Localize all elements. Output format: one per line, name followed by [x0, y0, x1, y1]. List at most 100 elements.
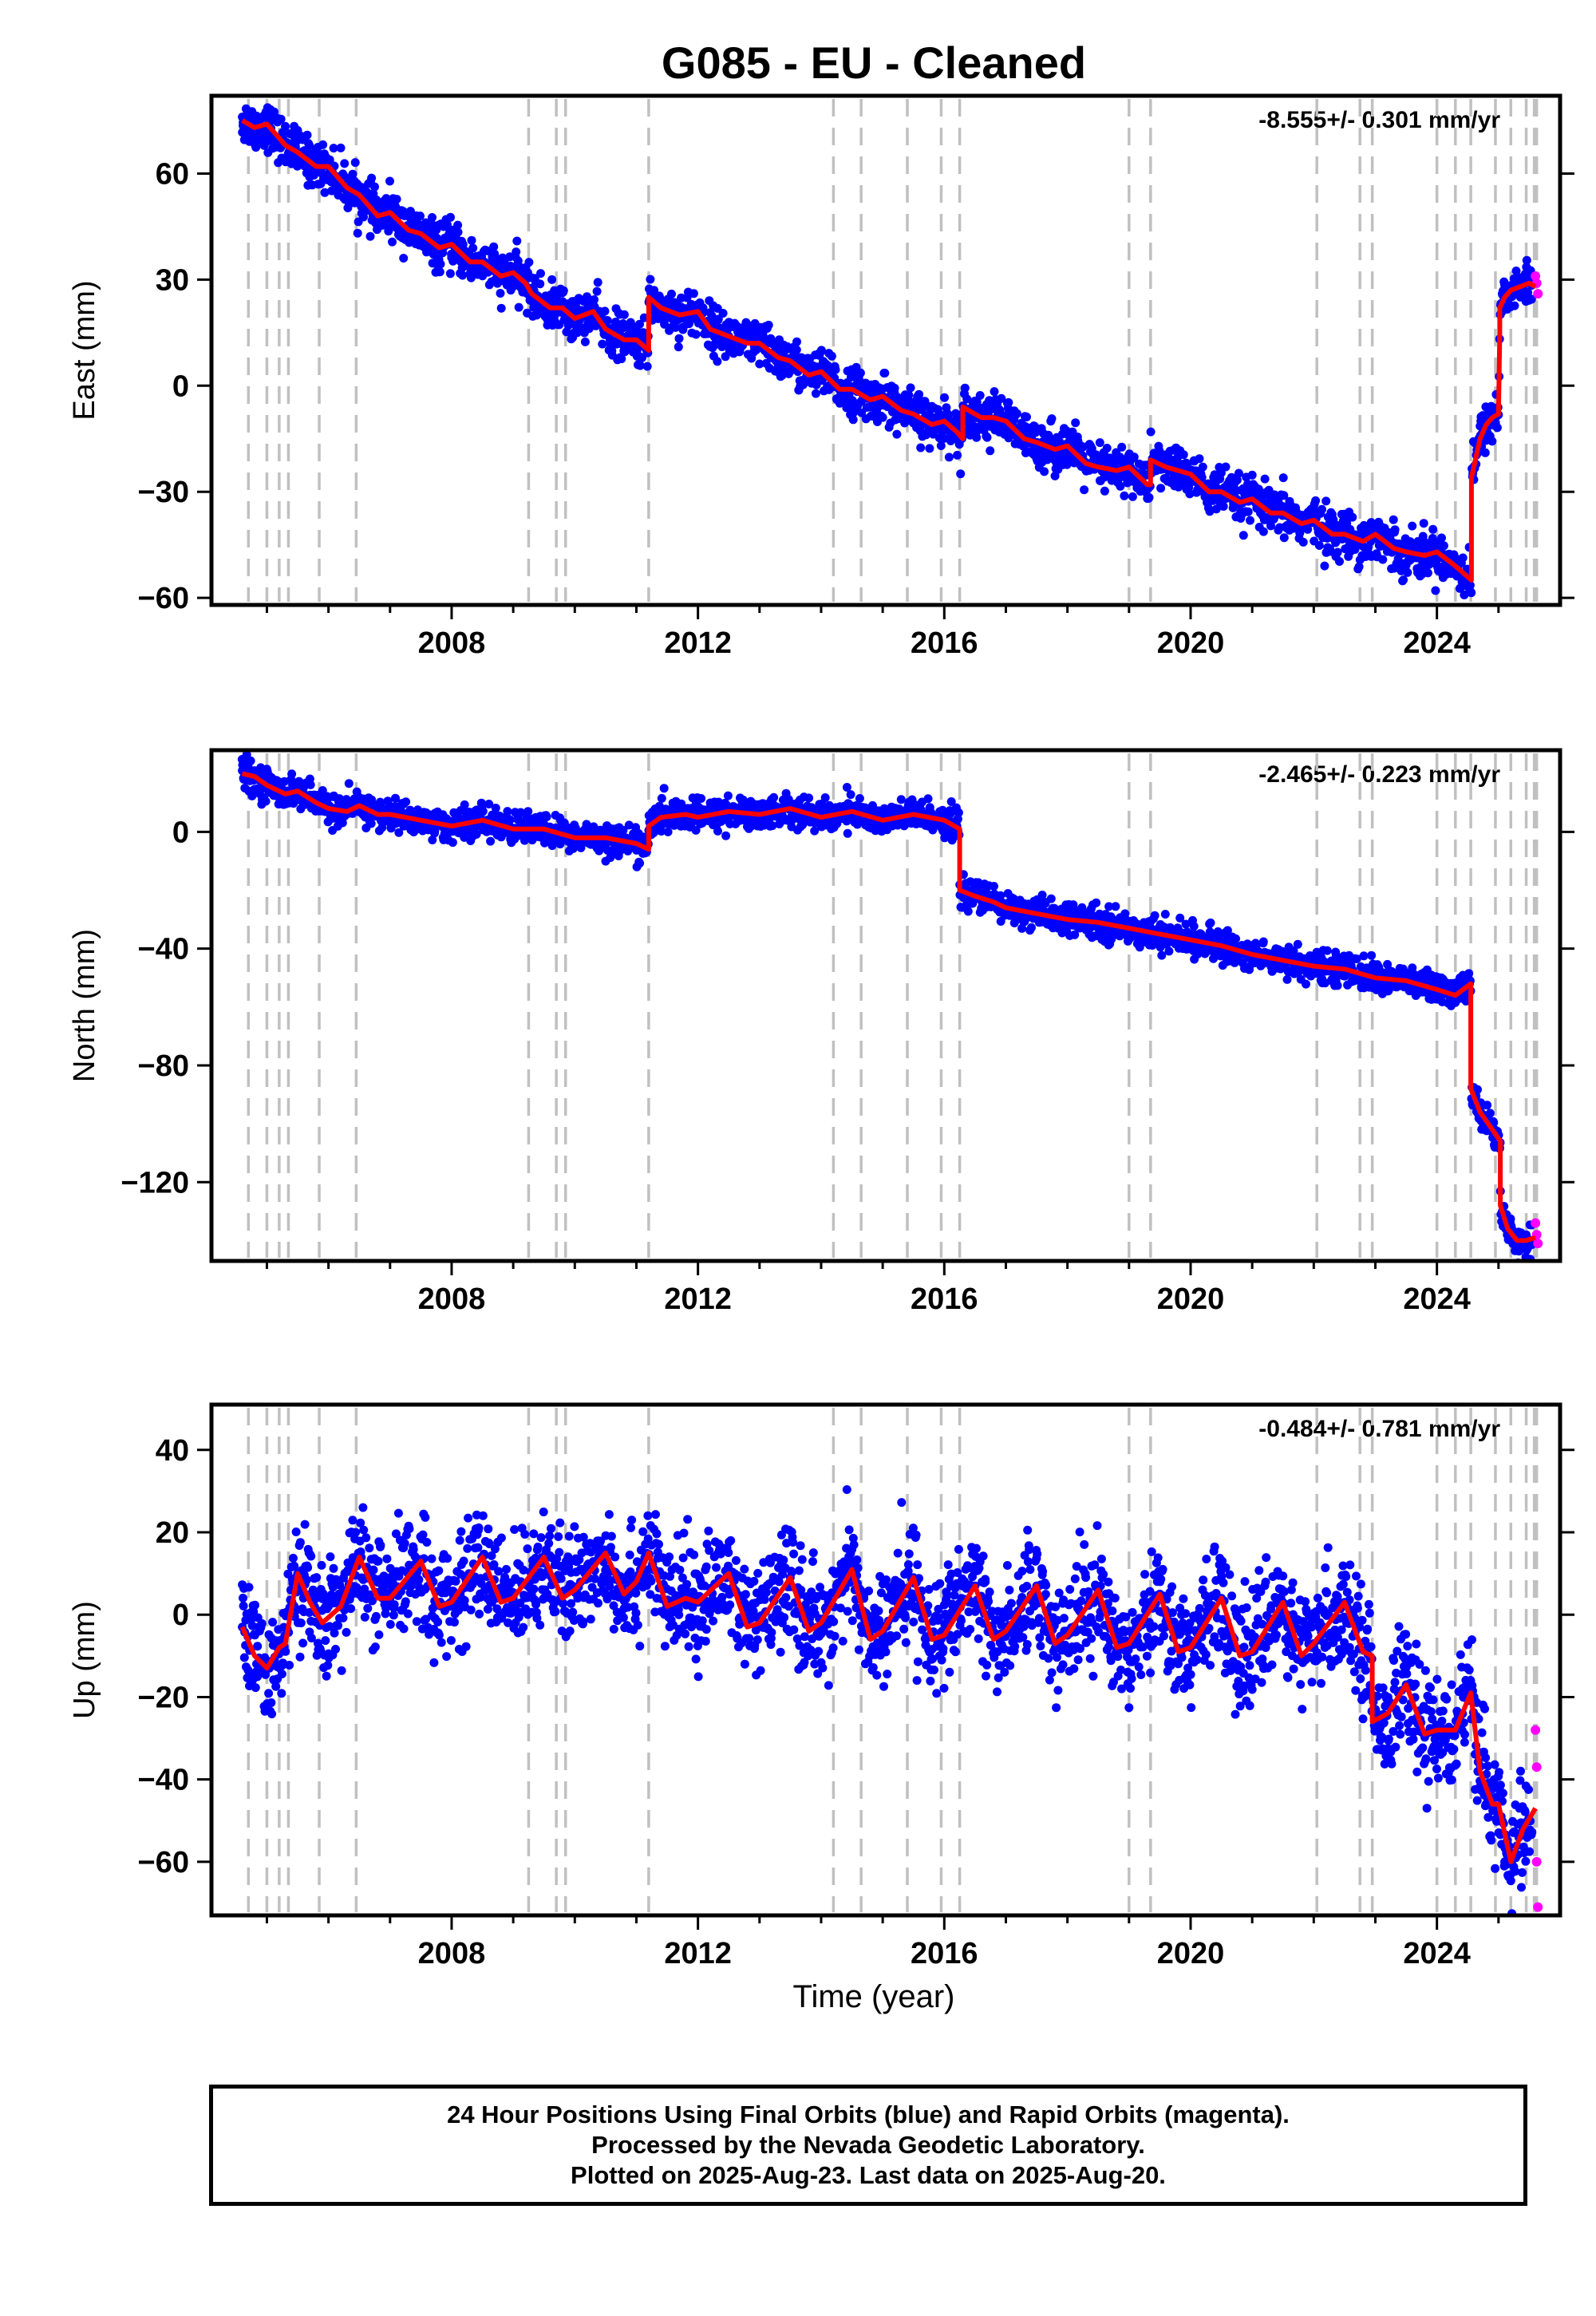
final-orbit-point	[1095, 438, 1104, 448]
final-orbit-point	[1197, 472, 1207, 482]
final-orbit-point	[1487, 401, 1496, 411]
final-orbit-point	[804, 793, 814, 803]
final-orbit-point	[1195, 454, 1204, 464]
final-orbit-point	[1004, 397, 1013, 407]
final-orbit-point	[1175, 913, 1185, 923]
final-orbit-point	[938, 805, 947, 815]
final-orbit-point	[1258, 527, 1268, 536]
final-orbit-point	[1278, 473, 1288, 483]
final-orbit-point	[697, 794, 706, 803]
east-rapid-orbit-points	[1531, 271, 1543, 299]
final-orbit-point	[1146, 427, 1156, 437]
final-orbit-point	[944, 453, 954, 462]
final-orbit-point	[514, 302, 523, 312]
x-tick-label: 2020	[1157, 626, 1225, 660]
final-orbit-point	[827, 351, 836, 361]
final-orbit-point	[279, 777, 289, 786]
final-orbit-point	[430, 827, 440, 836]
east-panel: -8.555+/- 0.301 mm/yr East (mm) −60−3003…	[68, 93, 1574, 660]
final-orbit-point	[1070, 930, 1080, 939]
final-orbit-point	[542, 812, 551, 821]
final-orbit-point	[1046, 894, 1056, 903]
final-orbit-point	[1117, 442, 1127, 452]
final-orbit-point	[1279, 533, 1289, 543]
final-orbit-point	[263, 136, 272, 146]
final-orbit-point	[986, 446, 995, 456]
final-orbit-point	[584, 324, 594, 334]
final-orbit-point	[960, 383, 970, 393]
final-orbit-point	[1260, 474, 1270, 484]
final-orbit-point	[261, 796, 271, 806]
final-orbit-point	[691, 330, 701, 339]
final-orbit-point	[1428, 524, 1438, 534]
east-plot-frame	[209, 93, 1562, 607]
final-orbit-point	[399, 254, 409, 263]
final-orbit-point	[446, 212, 455, 222]
final-orbit-point	[516, 808, 525, 817]
final-orbit-point	[1221, 462, 1231, 472]
final-orbit-point	[1050, 471, 1060, 480]
final-orbit-point	[995, 405, 1005, 415]
final-orbit-point	[996, 891, 1005, 900]
final-orbit-point	[624, 820, 634, 830]
final-orbit-point	[1004, 433, 1013, 443]
final-orbit-point	[1335, 557, 1344, 566]
final-orbit-point	[246, 756, 255, 765]
final-orbit-point	[1333, 981, 1342, 990]
final-orbit-point	[1399, 575, 1408, 585]
final-orbit-point	[1179, 450, 1188, 460]
final-orbit-point	[1156, 484, 1166, 493]
final-orbit-point	[1390, 525, 1400, 535]
final-orbit-point	[611, 318, 620, 326]
final-orbit-point	[618, 825, 628, 835]
final-orbit-point	[855, 368, 865, 377]
final-orbit-point	[1198, 462, 1207, 472]
final-orbit-point	[580, 337, 590, 346]
final-orbit-point	[663, 827, 673, 836]
final-orbit-point	[1317, 504, 1326, 514]
final-orbit-point	[486, 836, 496, 846]
final-orbit-point	[1234, 468, 1243, 478]
final-orbit-point	[1354, 562, 1364, 571]
final-orbit-point	[820, 793, 830, 802]
final-orbit-point	[1303, 524, 1313, 534]
final-orbit-point	[723, 791, 733, 800]
north-axis-label: North (mm)	[68, 929, 101, 1082]
final-orbit-point	[392, 195, 401, 204]
final-orbit-point	[1205, 507, 1215, 516]
final-orbit-point	[1243, 507, 1253, 516]
final-orbit-point	[1258, 937, 1268, 947]
final-orbit-point	[428, 213, 437, 222]
final-orbit-point	[657, 827, 666, 836]
final-orbit-point	[638, 353, 646, 362]
final-orbit-point	[535, 279, 545, 289]
final-orbit-point	[287, 769, 297, 779]
final-orbit-point	[1321, 978, 1329, 988]
final-orbit-point	[764, 320, 773, 330]
final-orbit-point	[453, 220, 463, 230]
final-orbit-point	[1090, 931, 1100, 941]
final-orbit-point	[1322, 946, 1332, 955]
final-orbit-point	[247, 791, 257, 800]
final-orbit-point	[713, 826, 722, 836]
final-orbit-point	[915, 389, 924, 399]
final-orbit-point	[484, 800, 494, 808]
final-orbit-point	[940, 393, 949, 402]
final-orbit-point	[946, 808, 956, 818]
final-orbit-point	[1100, 486, 1109, 496]
final-orbit-point	[1150, 911, 1159, 920]
final-orbit-point	[674, 334, 684, 343]
final-orbit-point	[1320, 561, 1329, 571]
final-orbit-point	[650, 286, 659, 295]
final-orbit-point	[892, 429, 902, 439]
final-orbit-point	[281, 121, 290, 131]
final-orbit-point	[600, 306, 610, 316]
final-orbit-point	[1492, 423, 1502, 433]
final-orbit-point	[503, 807, 512, 816]
final-orbit-point	[810, 826, 820, 836]
final-orbit-point	[1480, 448, 1490, 457]
final-orbit-point	[512, 247, 521, 257]
final-orbit-point	[811, 389, 820, 398]
final-orbit-point	[674, 342, 683, 352]
